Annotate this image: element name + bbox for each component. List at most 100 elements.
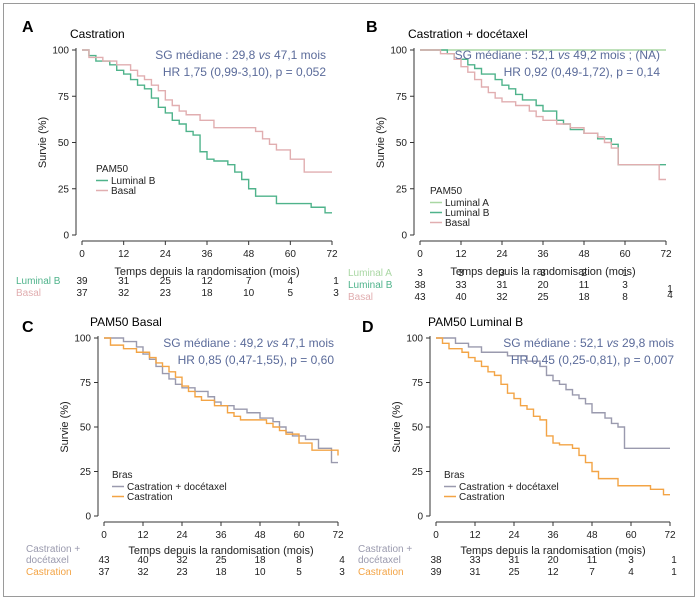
risk-count: 2 [581, 268, 587, 279]
risk-count: 20 [547, 555, 559, 566]
panel-title-d: PAM50 Luminal B [428, 315, 523, 329]
x-tick-label: 60 [285, 249, 297, 260]
risk-count: 32 [496, 292, 508, 303]
stat-line-2: HR 0,45 (0,25-0,81), p = 0,007 [511, 353, 674, 367]
y-tick-label: 0 [417, 512, 423, 523]
risk-count: 33 [455, 280, 467, 291]
y-tick-label: 100 [406, 334, 423, 345]
survival-curve-castration [436, 337, 670, 496]
panel-letter-a: A [22, 19, 34, 36]
risk-row-label: Basal [348, 292, 373, 303]
x-tick-label: 72 [326, 249, 338, 260]
risk-row-label: docétaxel [358, 555, 401, 566]
legend-title-c: Bras [112, 470, 133, 481]
x-tick-label: 12 [455, 249, 467, 260]
risk-row-label: Castration [26, 567, 72, 578]
legend-entry: Luminal A [445, 198, 489, 209]
legend-entry: Castration [459, 492, 505, 503]
survival-curve-castration-doc-taxel [436, 337, 670, 450]
risk-count: 23 [160, 288, 172, 299]
risk-count: 8 [622, 292, 628, 303]
x-tick-label: 72 [664, 530, 676, 541]
x-tick-label: 12 [137, 530, 149, 541]
panel-title-b: Castration + docétaxel [408, 27, 528, 41]
x-tick-label: 36 [537, 249, 549, 260]
y-axis-label-b: Survie (%) [375, 117, 387, 168]
x-tick-label: 0 [79, 249, 85, 260]
risk-count: 39 [430, 567, 442, 578]
risk-row-label: Basal [16, 288, 41, 299]
y-tick-label: 25 [58, 184, 70, 195]
legend-entry: Basal [445, 218, 470, 229]
y-tick-label: 0 [63, 231, 69, 242]
panel-c: C PAM50 Basal 0 25 50 75 100 0 12 24 36 48 60 72 Survi… [4, 304, 354, 604]
y-tick-label: 75 [58, 92, 70, 103]
risk-count: 31 [508, 555, 520, 566]
km-chart-d: D PAM50 Luminal B 0 25 50 75 100 0 12 24 36 48 60 72 S… [358, 315, 677, 578]
x-tick-label: 36 [215, 530, 227, 541]
legend-title-b: PAM50 [430, 186, 462, 197]
risk-count: 5 [288, 288, 294, 299]
x-tick-label: 48 [586, 530, 598, 541]
risk-count: 3 [417, 268, 423, 279]
risk-count: 1 [622, 268, 628, 279]
x-tick-label: 12 [118, 249, 130, 260]
x-tick-label: 60 [625, 530, 637, 541]
survival-curve-castration [104, 337, 339, 456]
x-tick-label: 24 [160, 249, 172, 260]
risk-row-label: Luminal B [348, 280, 393, 291]
x-tick-label: 72 [660, 249, 672, 260]
x-tick-label: 36 [201, 249, 213, 260]
x-tick-label: 72 [332, 530, 344, 541]
risk-count: 11 [579, 280, 590, 291]
risk-count: 4 [667, 290, 673, 301]
y-tick-label: 100 [52, 46, 69, 57]
risk-count: 3 [458, 268, 464, 279]
risk-count: 25 [160, 276, 172, 287]
y-tick-label: 100 [74, 334, 91, 345]
legend-entry: Castration + docétaxel [127, 482, 227, 493]
risk-count: 40 [137, 555, 149, 566]
x-tick-label: 36 [547, 530, 559, 541]
x-tick-label: 48 [254, 530, 266, 541]
risk-count: 32 [137, 567, 149, 578]
legend-entry: Luminal B [445, 208, 490, 219]
risk-count: 25 [215, 555, 227, 566]
risk-count: 11 [587, 555, 598, 566]
risk-count: 39 [76, 276, 88, 287]
x-axis-label-c: Temps depuis la randomisation (mois) [128, 545, 313, 557]
risk-count: 33 [469, 555, 481, 566]
y-tick-label: 50 [58, 138, 70, 149]
survival-curve-luminal-b [82, 49, 332, 214]
risk-count: 5 [296, 567, 302, 578]
risk-count: 20 [537, 280, 549, 291]
risk-count: 18 [254, 555, 266, 566]
risk-count: 1 [671, 567, 677, 578]
y-tick-label: 50 [396, 138, 408, 149]
stat-line-2: HR 0,85 (0,47-1,55), p = 0,60 [178, 353, 335, 367]
risk-row-label: docétaxel [26, 555, 69, 566]
legend-entry: Castration + docétaxel [459, 482, 559, 493]
x-axis-label-d: Temps depuis la randomisation (mois) [460, 545, 645, 557]
legend-entry: Castration [127, 492, 173, 503]
risk-row-label: Castration [358, 567, 404, 578]
y-axis-label-d: Survie (%) [391, 401, 403, 452]
risk-count: 4 [628, 567, 634, 578]
risk-count: 3 [628, 555, 634, 566]
y-axis-label-c: Survie (%) [59, 401, 71, 452]
risk-count: 37 [98, 567, 110, 578]
y-tick-label: 25 [412, 467, 424, 478]
risk-count: 12 [201, 276, 213, 287]
risk-row-label: Castration + [26, 544, 80, 555]
y-tick-label: 50 [412, 423, 424, 434]
panel-b: B Castration + docétaxel 0 25 50 75 100 0 12 24 36… [348, 4, 698, 304]
x-tick-label: 24 [508, 530, 520, 541]
y-tick-label: 50 [80, 423, 92, 434]
x-tick-label: 24 [496, 249, 508, 260]
stat-line-1: SG médiane : 52,1 vs 49,2 mois ; (NA) [455, 48, 660, 62]
x-tick-label: 60 [293, 530, 305, 541]
risk-count: 43 [98, 555, 110, 566]
risk-count: 38 [430, 555, 442, 566]
x-axis-label-b: Temps depuis la randomisation (mois) [450, 266, 635, 278]
